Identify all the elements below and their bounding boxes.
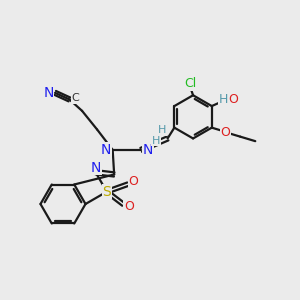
Text: H: H: [152, 136, 160, 146]
Text: N: N: [43, 86, 54, 100]
Text: O: O: [220, 126, 230, 139]
Text: N: N: [142, 143, 153, 157]
Text: HO: HO: [219, 93, 238, 106]
Text: S: S: [102, 185, 111, 199]
Text: Cl: Cl: [184, 77, 197, 90]
Text: H: H: [158, 125, 166, 135]
Text: O: O: [229, 93, 238, 106]
Text: N: N: [91, 161, 101, 175]
Text: O: O: [124, 200, 134, 213]
Text: N: N: [101, 143, 111, 157]
Text: O: O: [128, 175, 138, 188]
Text: C: C: [72, 93, 79, 103]
